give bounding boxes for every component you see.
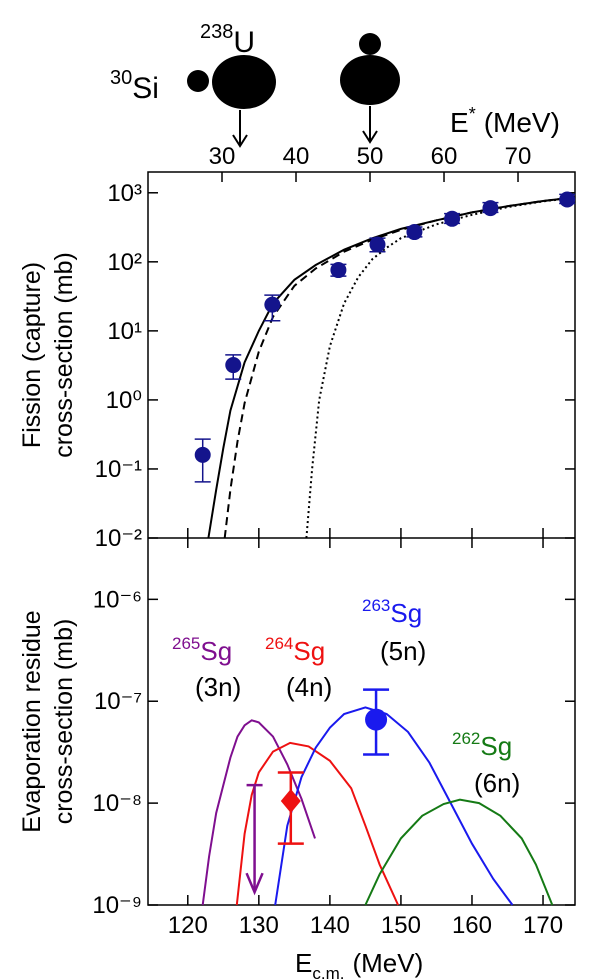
- channel-label: (3n): [195, 672, 241, 702]
- x2-tick-label: 50: [357, 143, 384, 170]
- data-point: [194, 446, 211, 463]
- data-point: [280, 788, 301, 813]
- x2-axis-label: E* (MeV): [450, 104, 560, 138]
- isotope-label: 263Sg: [362, 596, 422, 628]
- y-tick-label: 10²: [107, 249, 142, 276]
- target-label: 238U: [200, 21, 255, 59]
- symbol: E: [450, 107, 469, 138]
- x2-tick-label: 30: [209, 143, 236, 170]
- mass-number: 238: [200, 21, 233, 43]
- curve: [201, 719, 316, 906]
- y-axis-label: cross-section (mb): [50, 252, 78, 458]
- y-tick-label: 10¹: [107, 318, 142, 345]
- isotope-label: 264Sg: [265, 634, 325, 666]
- y-tick-label: 10⁻²: [95, 525, 142, 552]
- y-axis-label: Evaporation residue: [18, 610, 46, 832]
- data-point: [225, 357, 242, 374]
- isotope-label: 262Sg: [452, 729, 512, 761]
- mass-number: 265: [172, 634, 200, 653]
- upper-limit-head: [245, 872, 264, 896]
- target-shape-2: [340, 55, 400, 105]
- projectile-shape: [187, 70, 209, 92]
- x2-tick-label: 60: [431, 143, 458, 170]
- x-tick-label: 140: [310, 912, 350, 939]
- mass-number: 30: [110, 67, 132, 89]
- y-tick-label: 10⁻⁸: [93, 790, 143, 817]
- channel-label: (6n): [474, 768, 520, 798]
- element: Sg: [480, 731, 512, 761]
- x-axis-label: Ec.m. (MeV): [295, 948, 423, 980]
- unit: (MeV): [484, 107, 560, 138]
- mass-number: 264: [265, 634, 293, 653]
- x2-tick-label: 40: [283, 143, 310, 170]
- projectile-shape-2: [359, 33, 381, 55]
- y-axis-label: cross-section (mb): [50, 619, 78, 825]
- channel-label: (5n): [380, 636, 426, 666]
- y-tick-label: 10⁻⁹: [92, 892, 142, 919]
- target-shape: [212, 55, 276, 109]
- curve: [364, 798, 554, 906]
- arrow-head: [232, 134, 248, 148]
- arrow-head: [362, 130, 378, 144]
- data-point: [559, 191, 576, 208]
- data-point: [444, 210, 461, 227]
- y-axis-label: Fission (capture): [18, 262, 46, 448]
- y-tick-label: 10⁻¹: [95, 456, 142, 483]
- y-tick-label: 10⁻⁶: [93, 586, 142, 613]
- data-point: [330, 262, 347, 279]
- y-tick-label: 10³: [107, 180, 142, 207]
- element: Sg: [293, 636, 325, 666]
- y-tick-label: 10⁰: [106, 387, 142, 414]
- data-point: [406, 224, 423, 241]
- x-tick-label: 150: [381, 912, 421, 939]
- unit: (MeV): [352, 948, 423, 978]
- curve: [207, 196, 572, 539]
- channel-label: (4n): [286, 672, 332, 702]
- element: Sg: [200, 636, 232, 666]
- mass-number: 263: [362, 596, 390, 615]
- curve: [223, 196, 572, 539]
- element: U: [233, 26, 255, 59]
- element: Si: [132, 72, 159, 105]
- x-tick-label: 160: [452, 912, 492, 939]
- x-tick-label: 170: [523, 912, 563, 939]
- curve: [235, 741, 400, 906]
- superscript: *: [469, 104, 476, 124]
- isotope-label: 265Sg: [172, 634, 232, 666]
- curve: [305, 197, 572, 539]
- data-point: [264, 296, 281, 313]
- y-tick-label: 10⁻⁷: [94, 688, 142, 715]
- data-point: [369, 236, 386, 253]
- mass-number: 262: [452, 729, 480, 748]
- element: Sg: [390, 598, 422, 628]
- x-tick-label: 120: [168, 912, 208, 939]
- data-point: [365, 708, 388, 731]
- subscript: c.m.: [312, 964, 344, 980]
- data-point: [482, 200, 499, 217]
- projectile-label: 30Si: [110, 67, 159, 105]
- x-tick-label: 130: [239, 912, 279, 939]
- x2-tick-label: 70: [505, 143, 532, 170]
- symbol: E: [295, 948, 312, 978]
